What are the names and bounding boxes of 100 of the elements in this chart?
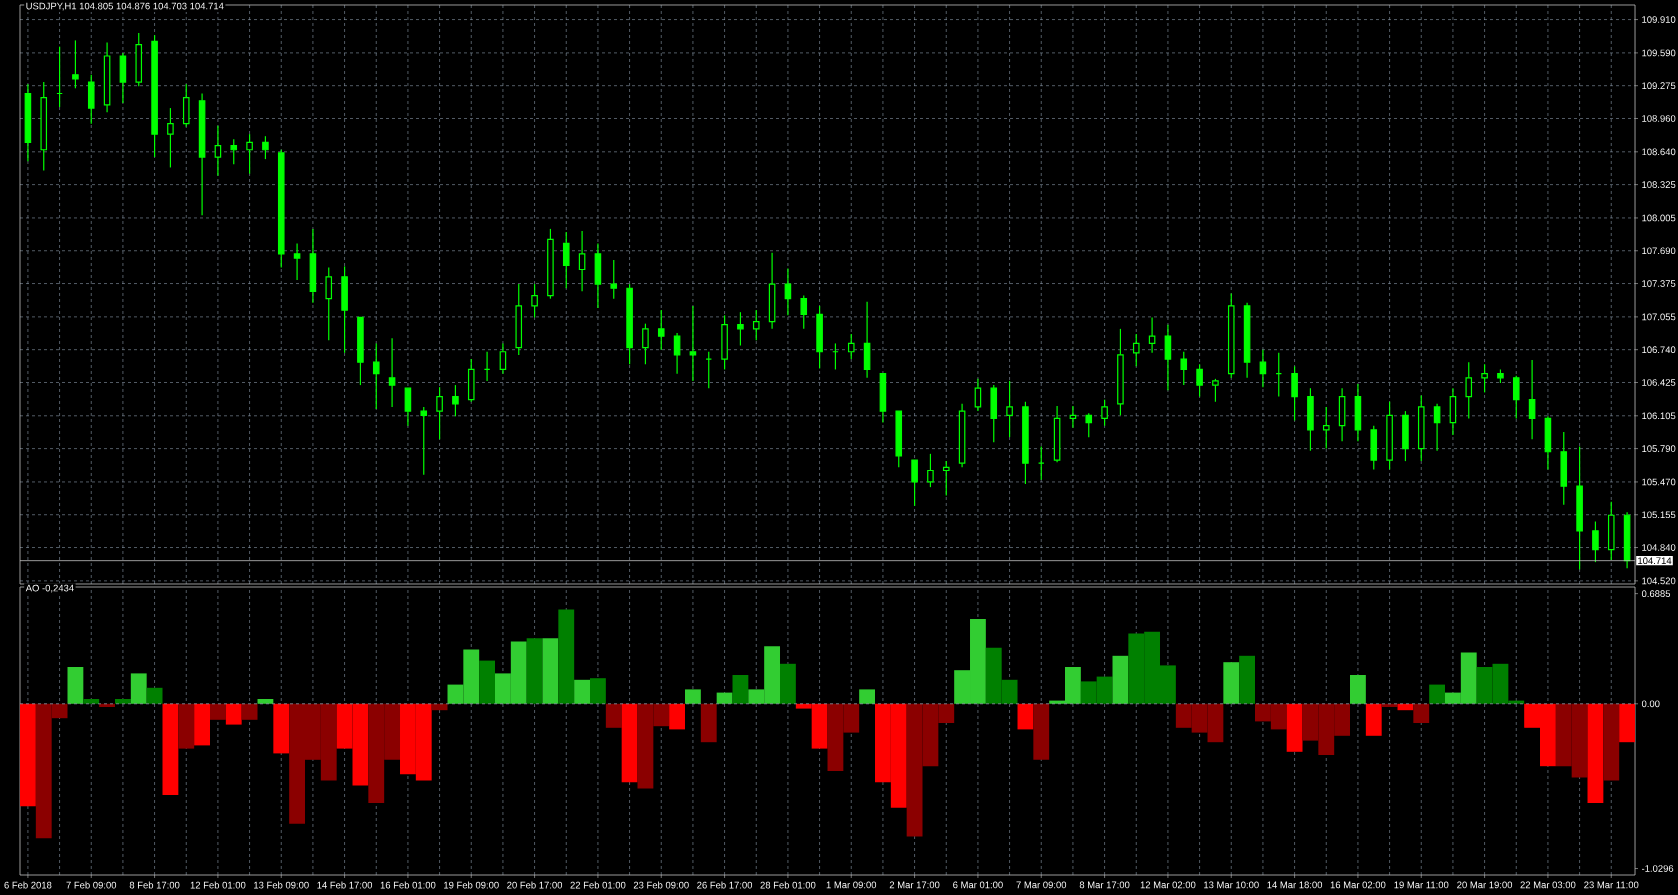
candlestick — [594, 242, 602, 309]
candlestick — [499, 342, 507, 375]
candlestick — [784, 267, 792, 316]
bar — [1017, 703, 1034, 730]
x-tick-label: 6 Mar 01:00 — [953, 881, 1003, 889]
y-tick-label: 106.740 — [1642, 346, 1676, 354]
candlestick — [1354, 383, 1362, 442]
bar — [859, 689, 876, 704]
bar — [621, 703, 638, 783]
y-tick-label: 107.055 — [1642, 313, 1676, 321]
x-tick-label: 7 Mar 09:00 — [1016, 881, 1067, 889]
x-tick-label: 13 Mar 10:00 — [1204, 881, 1259, 889]
bar — [1603, 703, 1620, 781]
bar — [526, 638, 543, 704]
y-tick-label: 107.375 — [1642, 280, 1676, 287]
y-tick-label: 106.425 — [1642, 379, 1676, 386]
chart-title: AO -0,2434 — [25, 584, 74, 593]
x-tick-label: 19 Mar 11:00 — [1394, 881, 1449, 889]
bar — [130, 673, 147, 704]
x-tick-label: 13 Feb 09:00 — [254, 881, 309, 889]
y-tick-label: 109.910 — [1642, 16, 1676, 23]
x-tick-label: 22 Mar 03:00 — [1520, 881, 1576, 889]
x-tick-label: 8 Mar 17:00 — [1079, 881, 1130, 889]
x-tick-label: 23 Mar 11:00 — [1584, 881, 1639, 889]
bar — [1286, 703, 1303, 752]
candlestick — [1560, 431, 1568, 506]
x-tick-label: 20 Mar 19:00 — [1457, 881, 1513, 889]
y-tick-label: 108.325 — [1642, 181, 1676, 188]
bar — [479, 660, 495, 704]
bar — [669, 703, 685, 730]
candlestick — [1006, 380, 1013, 438]
bar — [732, 675, 749, 704]
candlestick — [214, 125, 222, 177]
bar — [225, 703, 242, 725]
x-tick-label: 19 Feb 09:00 — [444, 881, 499, 889]
candlestick — [1544, 415, 1552, 471]
y-tick-label: 104.840 — [1642, 544, 1676, 551]
bar — [590, 678, 606, 704]
ref-line-label: 104.714 — [1638, 557, 1672, 565]
bar — [1112, 655, 1129, 704]
x-tick-label: 14 Mar 18:00 — [1267, 881, 1323, 889]
y-tick-label: 109.590 — [1642, 49, 1676, 57]
chart-title: USDJPY,H1 104.805 104.876 104.703 104.714 — [26, 2, 224, 11]
x-tick-label: 6 Feb 2018 — [4, 881, 52, 889]
y-tick-label: 0.00 — [1641, 700, 1660, 708]
x-tick-label: 14 Feb 17:00 — [317, 881, 373, 889]
bar — [1619, 703, 1636, 743]
bar — [1033, 703, 1050, 760]
y-tick-label: 108.960 — [1642, 115, 1676, 122]
candlestick — [1243, 302, 1251, 379]
candlestick — [293, 242, 301, 281]
x-tick-label: 20 Feb 17:00 — [507, 881, 563, 889]
candlestick — [1433, 403, 1441, 452]
x-tick-label: 28 Feb 01:00 — [760, 881, 816, 889]
bar — [1365, 703, 1382, 736]
x-tick-label: 7 Feb 09:00 — [66, 881, 117, 889]
candlestick — [578, 230, 586, 292]
candlestick — [673, 332, 681, 375]
candlestick — [372, 342, 380, 410]
candlestick — [1322, 406, 1330, 450]
bar — [685, 689, 701, 704]
x-tick-label: 8 Feb 17:00 — [129, 881, 180, 889]
x-tick-label: 12 Feb 01:00 — [190, 881, 246, 889]
candlestick — [119, 52, 127, 104]
bar — [67, 667, 84, 704]
y-tick-label: 105.155 — [1642, 511, 1676, 519]
x-tick-label: 23 Feb 09:00 — [633, 881, 689, 889]
bar — [1381, 703, 1398, 707]
bar — [20, 703, 36, 807]
bar — [574, 679, 590, 704]
candlestick — [24, 83, 32, 162]
bar — [194, 703, 210, 746]
candlestick — [689, 305, 697, 382]
bar — [178, 703, 195, 749]
candlestick — [1164, 324, 1172, 391]
bar — [273, 703, 290, 754]
bar — [1350, 675, 1366, 704]
candlestick — [1528, 359, 1536, 440]
bar — [558, 609, 575, 704]
candlestick — [198, 92, 206, 216]
x-tick-label: 26 Feb 17:00 — [697, 881, 753, 889]
candlestick — [863, 301, 871, 379]
bar — [241, 703, 258, 720]
bar — [780, 663, 796, 704]
candlestick — [958, 403, 966, 468]
y-tick-label: 108.005 — [1642, 214, 1676, 222]
bar — [605, 703, 622, 728]
y-tick-label: 0.6885 — [1641, 590, 1671, 597]
candlestick — [1449, 387, 1457, 436]
bar — [1587, 703, 1604, 803]
bar — [83, 699, 100, 704]
bar — [700, 703, 717, 743]
candlestick — [974, 378, 982, 412]
y-tick-label: 108.640 — [1642, 148, 1676, 156]
candlestick — [103, 41, 111, 113]
bar — [1429, 684, 1446, 704]
y-tick-label: 106.105 — [1642, 412, 1676, 420]
x-tick-label: 16 Feb 01:00 — [380, 881, 436, 889]
y-tick-label: 105.470 — [1642, 478, 1676, 486]
bar — [146, 687, 163, 704]
